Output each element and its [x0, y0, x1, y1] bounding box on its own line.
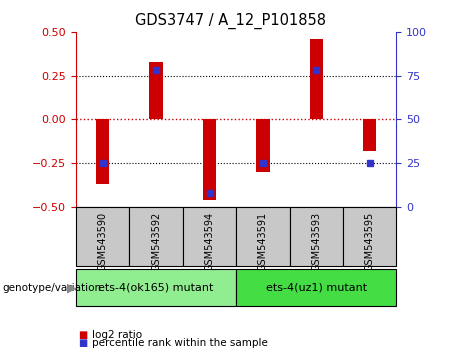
Bar	[96, 120, 109, 184]
Text: GDS3747 / A_12_P101858: GDS3747 / A_12_P101858	[135, 12, 326, 29]
Bar	[130, 207, 183, 266]
Text: GSM543594: GSM543594	[205, 212, 214, 271]
Bar	[236, 207, 290, 266]
Bar	[310, 39, 323, 120]
Bar	[76, 207, 130, 266]
Bar	[363, 120, 377, 151]
Text: percentile rank within the sample: percentile rank within the sample	[92, 338, 268, 348]
Text: GSM543591: GSM543591	[258, 212, 268, 271]
Text: ets-4(uz1) mutant: ets-4(uz1) mutant	[266, 282, 367, 293]
Bar	[76, 269, 236, 306]
Bar	[236, 269, 396, 306]
Text: ■: ■	[78, 338, 88, 348]
Text: genotype/variation: genotype/variation	[2, 282, 101, 293]
Text: ets-4(ok165) mutant: ets-4(ok165) mutant	[99, 282, 214, 293]
Text: log2 ratio: log2 ratio	[92, 330, 142, 339]
Text: ▶: ▶	[67, 281, 76, 294]
Text: GSM543590: GSM543590	[98, 212, 108, 271]
Bar	[203, 120, 216, 200]
Text: ■: ■	[78, 330, 88, 339]
Bar	[290, 207, 343, 266]
Text: GSM543592: GSM543592	[151, 212, 161, 271]
Text: GSM543593: GSM543593	[311, 212, 321, 271]
Bar	[343, 207, 396, 266]
Text: GSM543595: GSM543595	[365, 212, 375, 271]
Bar	[183, 207, 236, 266]
Bar	[149, 62, 163, 120]
Bar	[256, 120, 270, 172]
